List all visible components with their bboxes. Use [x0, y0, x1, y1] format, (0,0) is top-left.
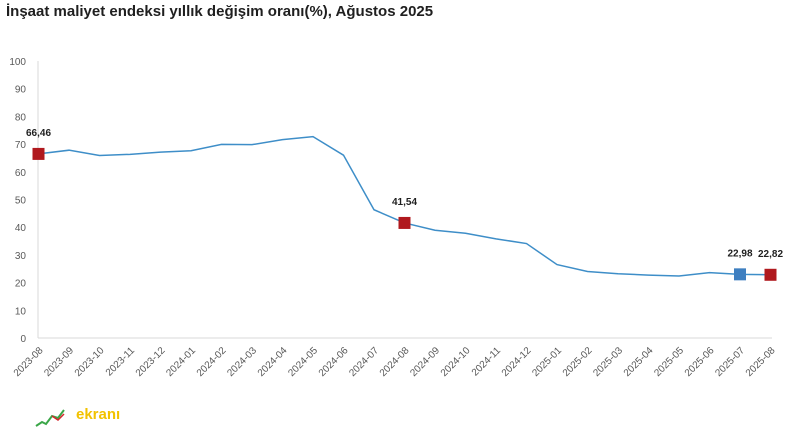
x-tick-label: 2024-12 [500, 345, 534, 379]
x-tick-label: 2025-01 [530, 345, 564, 379]
data-point-marker [398, 216, 411, 229]
x-tick-label: 2024-03 [225, 345, 259, 379]
x-tick-label: 2024-01 [164, 345, 198, 379]
x-tick-label: 2024-02 [195, 345, 229, 379]
y-tick-label: 90 [15, 85, 27, 96]
y-tick-label: 70 [15, 140, 27, 151]
x-tick-label: 2025-04 [622, 345, 656, 379]
x-tick-label: 2024-11 [470, 345, 504, 379]
x-tick-label: 2023-08 [12, 345, 46, 379]
data-label: 41,54 [392, 197, 417, 208]
x-tick-label: 2024-09 [408, 345, 442, 379]
y-tick-label: 40 [15, 223, 27, 234]
x-tick-label: 2023-12 [134, 345, 168, 379]
watermark-text: ekranı [76, 406, 121, 423]
x-tick-label: 2025-05 [652, 345, 686, 379]
x-tick-label: 2023-10 [73, 345, 107, 379]
data-point-marker [764, 268, 777, 281]
data-label: 66,46 [26, 128, 51, 139]
x-tick-label: 2025-07 [713, 345, 747, 379]
chart-title: İnşaat maliyet endeksi yıllık değişim or… [6, 3, 434, 20]
y-tick-label: 100 [9, 57, 26, 68]
x-tick-label: 2024-05 [286, 345, 320, 379]
y-tick-label: 30 [15, 251, 27, 262]
data-point-marker [32, 147, 45, 160]
data-label: 22,98 [727, 248, 752, 259]
x-tick-label: 2024-10 [439, 345, 473, 379]
watermark-logo-icon [35, 409, 65, 427]
y-tick-label: 60 [15, 168, 27, 179]
x-tick-label: 2023-11 [104, 345, 138, 379]
y-tick-label: 10 [15, 306, 27, 317]
x-tick-label: 2023-09 [42, 345, 76, 379]
x-tick-label: 2024-04 [256, 345, 290, 379]
x-tick-label: 2025-08 [744, 345, 778, 379]
x-tick-label: 2025-02 [561, 345, 595, 379]
data-point-marker [734, 268, 746, 281]
x-tick-label: 2024-06 [317, 345, 351, 379]
y-tick-label: 0 [20, 334, 26, 345]
x-tick-label: 2024-07 [347, 345, 381, 379]
x-tick-label: 2025-06 [683, 345, 717, 379]
x-tick-label: 2025-03 [591, 345, 625, 379]
y-tick-label: 50 [15, 196, 27, 207]
x-tick-label: 2024-08 [378, 345, 412, 379]
y-tick-label: 20 [15, 279, 27, 290]
y-tick-label: 80 [15, 112, 27, 123]
data-label: 22,82 [758, 249, 783, 260]
